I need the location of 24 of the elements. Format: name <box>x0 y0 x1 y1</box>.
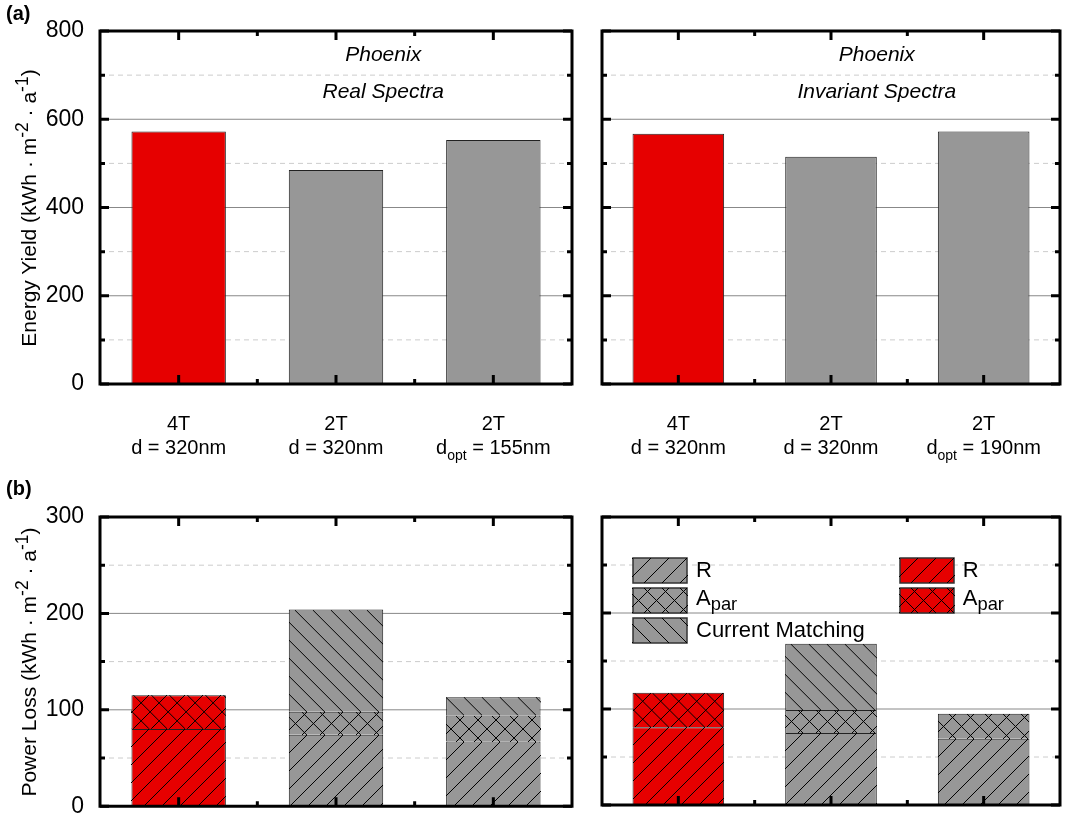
y-tick-label: 0 <box>71 369 84 396</box>
y-tick-label: 200 <box>45 598 84 625</box>
legend-label: A$_{par}$ <box>962 584 1004 616</box>
annotation: Phoenix <box>345 42 423 65</box>
legend-label: R <box>962 557 979 583</box>
annotation: Invariant Spectra <box>797 79 957 102</box>
chart-title: (b) <box>6 477 32 500</box>
x-tick-label: 4T d = 320nm <box>131 412 227 458</box>
legend-label: Current Matching <box>696 617 865 643</box>
y-tick-label: 100 <box>45 695 84 722</box>
legend-label: A$_{par}$ <box>696 584 738 616</box>
y-tick-label: 300 <box>45 502 84 529</box>
x-tick-label: 4T d = 320nm <box>630 412 726 458</box>
annotation: Phoenix <box>838 42 917 65</box>
y-tick-label: 200 <box>45 281 84 308</box>
chart-title: (a) <box>6 2 31 25</box>
x-tick-label: 2T d = 320nm <box>288 412 384 458</box>
y-tick-label: 600 <box>45 104 84 131</box>
annotation: Real Spectra <box>322 79 444 102</box>
legend-label: R <box>696 557 712 583</box>
y-tick-label: 400 <box>45 192 84 219</box>
x-tick-label: 2T d = 320nm <box>783 412 879 458</box>
y-tick-label: 800 <box>45 16 84 43</box>
y-tick-label: 0 <box>71 791 84 818</box>
